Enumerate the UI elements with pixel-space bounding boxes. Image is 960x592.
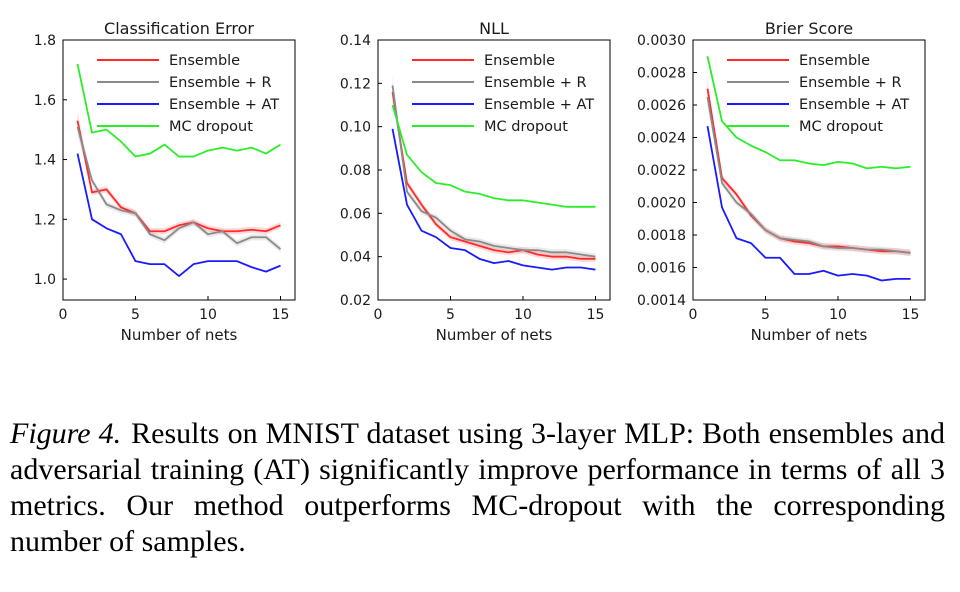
y-tick-label: 1.0 — [34, 272, 56, 288]
series-line — [391, 91, 596, 260]
plot-frame — [692, 39, 926, 301]
x-axis-label: Number of nets — [751, 326, 868, 344]
x-tick-label: 10 — [514, 307, 532, 323]
legend-label: MC dropout — [169, 119, 253, 135]
caption-label: Figure 4. — [10, 417, 122, 450]
y-tick-label: 1.6 — [34, 93, 56, 109]
charts-area: Classification Error 0 5 10 15 1.0 1.2 1.4 1.6 1.… — [34, 19, 926, 344]
series-line — [706, 96, 911, 254]
legend-label: Ensemble — [169, 53, 240, 69]
x-tick-label: 10 — [199, 307, 217, 323]
y-tick-label: 0.0022 — [637, 163, 686, 179]
x-tick-label: 0 — [59, 307, 68, 323]
x-tick-label: 10 — [829, 307, 847, 323]
plot-frame — [62, 39, 296, 301]
y-tick-label: 0.12 — [340, 76, 371, 92]
y-tick-label: 0.0026 — [637, 98, 686, 114]
x-tick-label: 15 — [587, 307, 605, 323]
x-tick-label: 15 — [272, 307, 290, 323]
legend-label: MC dropout — [484, 119, 568, 135]
series-line — [706, 125, 911, 282]
y-tick-label: 0.0014 — [637, 293, 686, 309]
legend-label: Ensemble — [799, 53, 870, 69]
series-line — [76, 120, 281, 233]
y-tick-label: 0.0016 — [637, 261, 686, 277]
y-tick-label: 0.0028 — [637, 66, 686, 82]
series-line — [706, 56, 911, 170]
y-tick-label: 0.06 — [340, 206, 371, 222]
x-tick-label: 15 — [902, 307, 920, 323]
legend-label: Ensemble + AT — [169, 97, 279, 113]
chart-title: NLL — [479, 19, 509, 38]
x-tick-label: 5 — [761, 307, 770, 323]
legend-label: Ensemble + R — [799, 75, 902, 91]
y-tick-label: 0.04 — [340, 250, 371, 266]
chart-title: Brier Score — [765, 19, 853, 38]
y-tick-label: 1.2 — [34, 212, 56, 228]
x-axis-label: Number of nets — [436, 326, 553, 344]
legend-label: Ensemble + R — [169, 75, 272, 91]
series-line — [76, 63, 281, 158]
y-tick-label: 0.0024 — [637, 131, 686, 147]
x-tick-label: 5 — [446, 307, 455, 323]
series-line — [76, 153, 281, 277]
y-tick-label: 0.02 — [340, 293, 371, 309]
plot-frame — [377, 39, 611, 301]
y-tick-label: 0.0030 — [637, 33, 686, 49]
y-tick-label: 0.0018 — [637, 228, 686, 244]
chart-panel-2: NLL 0 5 10 15 0.02 0.04 0.06 0.08 0.10 0.12 0.14 Num… — [340, 19, 611, 344]
series-line — [76, 126, 282, 250]
legend-label: Ensemble + AT — [484, 97, 594, 113]
x-tick-label: 0 — [374, 307, 383, 323]
legend-label: Ensemble — [484, 53, 555, 69]
y-tick-label: 0.10 — [340, 120, 371, 136]
chart-title: Classification Error — [104, 19, 254, 38]
y-tick-label: 0.14 — [340, 33, 371, 49]
series-line — [706, 88, 911, 254]
legend-label: Ensemble + AT — [799, 97, 909, 113]
series-line — [391, 85, 596, 258]
legend-label: Ensemble + R — [484, 75, 587, 91]
y-tick-label: 1.4 — [34, 153, 56, 169]
caption-text: Results on MNIST dataset using 3-layer M… — [10, 417, 945, 558]
x-axis-label: Number of nets — [121, 326, 238, 344]
chart-panel-3: Brier Score 0 5 10 15 0.0014 0.0016 0.0018 0.002… — [637, 19, 926, 344]
series-line — [391, 128, 596, 271]
figure-caption: Figure 4. Results on MNIST dataset using … — [10, 416, 945, 560]
y-tick-label: 0.08 — [340, 163, 371, 179]
y-tick-label: 1.8 — [34, 33, 56, 49]
series-line — [391, 104, 596, 208]
chart-panel-1: Classification Error 0 5 10 15 1.0 1.2 1.4 1.6 1.… — [34, 19, 296, 344]
y-tick-label: 0.0020 — [637, 196, 686, 212]
legend-label: MC dropout — [799, 119, 883, 135]
x-tick-label: 5 — [131, 307, 140, 323]
x-tick-label: 0 — [689, 307, 698, 323]
